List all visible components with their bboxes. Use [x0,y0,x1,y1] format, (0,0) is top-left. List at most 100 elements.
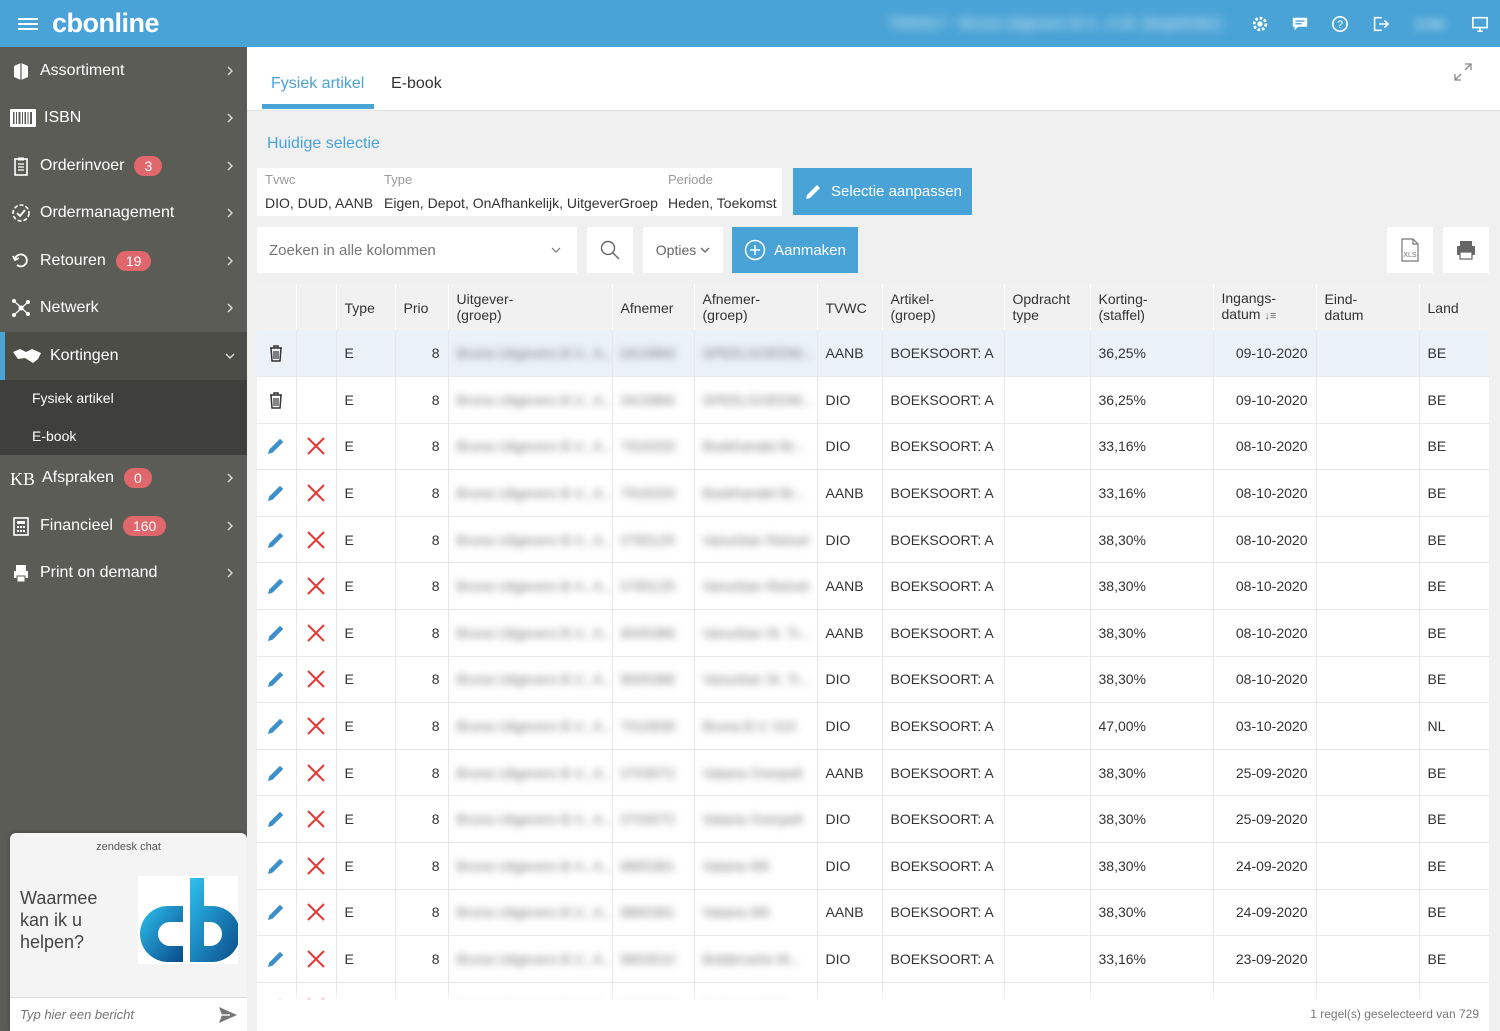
close-icon[interactable] [306,717,326,735]
table-row[interactable]: E 8 Bruna Uitgevers B.V., A... 0703072 Vatan… [257,795,1489,844]
cell-afnemer-groep-text: SPEELGOEDW... [702,391,813,408]
cell-opdracht [1004,795,1091,844]
pencil-icon[interactable] [266,624,286,641]
table-row[interactable]: E 8 Bruna Uitgevers B.V., A... 7010838 Bruna… [257,702,1489,750]
header-einddatum[interactable]: Eind- datum [1316,284,1420,330]
header-land[interactable]: Land [1419,284,1489,330]
sidebar-item-netwerk[interactable]: Netwerk [0,285,247,333]
pencil-icon[interactable] [266,717,286,735]
table-row[interactable]: E 8 Bruna Uitgevers B.V., A... 0415884 SPEEL… [257,330,1489,378]
header-tvwc[interactable]: TVWC [817,284,883,330]
cell-afnemer-text: 7916333 [620,485,676,502]
sidebar-item-kortingen[interactable]: Kortingen [0,332,247,380]
trash-icon[interactable] [266,391,286,409]
cell-type: E [336,889,396,937]
monitor-icon[interactable] [1460,0,1500,47]
pencil-icon[interactable] [266,484,286,502]
close-icon[interactable] [306,437,326,456]
close-icon[interactable] [306,810,326,828]
sidebar-item-orderinvoer[interactable]: Orderinvoer 3 [0,142,247,190]
sidebar-item-print-on-demand[interactable]: Print on demand [0,550,247,598]
cell-afnemer-groep: Vanurban St. Tr... [694,656,818,704]
pencil-icon[interactable] [266,670,286,688]
tab-e-book[interactable]: E-book [391,75,442,92]
menu-icon[interactable] [18,17,38,30]
sidebar-subitem-fysiek-artikel[interactable]: Fysiek artikel [32,390,114,407]
sort-desc-icon[interactable]: ↓≡ [1264,310,1277,322]
export-xls-button[interactable]: XLS [1387,227,1433,273]
svg-text:?: ? [1337,19,1343,31]
pencil-icon[interactable] [266,530,286,548]
table-row[interactable]: E 8 Bruna Uitgevers B.V., A... 0415884 SPEEL… [257,376,1489,424]
chat-widget[interactable]: zendesk chat Waarmee kan ik u helpen? [10,833,247,1031]
table-row[interactable]: E 8 Bruna Uitgevers B.V., A... 8005386 Vanur… [257,609,1489,657]
chat-header: zendesk chat [96,841,161,853]
sidebar-item-financieel[interactable]: Financieel 160 [0,502,247,550]
search-button[interactable] [587,227,633,273]
table-row[interactable]: E 8 Bruna Uitgevers B.V., A... 7916333 Boekh… [257,469,1489,517]
chat-message-input[interactable] [20,1007,210,1022]
pencil-icon[interactable] [266,903,286,921]
table-row[interactable]: E 8 Bruna Uitgevers B.V., A... 7916333 Boekh… [257,423,1489,471]
close-icon[interactable] [306,763,326,782]
tab-fysiek-artikel[interactable]: Fysiek artikel [271,75,365,92]
close-icon[interactable] [306,903,326,922]
header-korting[interactable]: Korting- (staffel) [1090,284,1214,330]
close-icon[interactable] [306,624,326,642]
gear-icon[interactable] [1240,0,1280,47]
options-button[interactable]: Opties [643,227,723,273]
header-uitgever[interactable]: Uitgever- (groep) [448,284,613,330]
sidebar-item-isbn[interactable]: ISBN [0,95,247,143]
close-icon[interactable] [306,484,326,502]
close-icon[interactable] [306,950,326,968]
search-input[interactable] [269,241,539,259]
header-afnemer[interactable]: Afnemer [612,284,695,330]
close-icon[interactable] [306,577,326,595]
header-afnemer-groep[interactable]: Afnemer- (groep) [694,284,818,330]
pencil-icon[interactable] [266,810,286,828]
cell-prio: 8 [395,376,449,424]
cell-tvwc: AANB [817,469,883,517]
table-row[interactable]: E 8 Bruna Uitgevers B.V., A... 8653510 Bolde… [257,935,1489,983]
table-row[interactable]: E 8 Bruna Uitgevers B.V., A... 8005386 Vanur… [257,656,1489,704]
table-row[interactable]: E 8 Bruna Uitgevers B.V., A... 0765125 Vanur… [257,516,1489,564]
close-icon[interactable] [306,530,326,549]
cell-type: E [336,376,396,424]
pencil-icon[interactable] [266,577,286,595]
chevron-down-icon[interactable] [551,245,561,255]
header-type[interactable]: Type [336,284,396,330]
sidebar-subitem-e-book[interactable]: E-book [32,427,77,444]
header-opdracht-type[interactable]: Opdracht type [1004,284,1091,330]
cell-artikel: BOEKSOORT: A [882,469,1005,517]
app-logo[interactable]: cbonline [52,8,160,38]
pencil-icon[interactable] [266,950,286,968]
print-button[interactable] [1443,227,1489,273]
sidebar-item-retouren[interactable]: Retouren 19 [0,237,247,285]
header-artikel[interactable]: Artikel- (groep) [882,284,1005,330]
chat-icon[interactable] [1280,0,1320,47]
sidebar-item-afspraken[interactable]: KB Afspraken 0 [0,455,247,503]
table-row[interactable]: E 8 Bruna Uitgevers B.V., A... 0703072 Vatan… [257,749,1489,797]
pencil-icon[interactable] [266,437,286,455]
close-icon[interactable] [306,670,326,689]
edit-selection-button[interactable]: Selectie aanpassen [793,168,972,215]
logout-icon[interactable] [1360,0,1400,47]
table-row[interactable]: E 8 Bruna Uitgevers B.V., A... 8865361 Vatan… [257,889,1489,937]
table-row[interactable]: E 8 Bruna Uitgevers B.V., A... 8865361 Vatan… [257,842,1489,890]
add-button[interactable]: Aanmaken [732,227,858,273]
trash-icon[interactable] [266,344,286,362]
send-icon[interactable] [219,1007,237,1023]
cell-prio: 8 [395,889,449,937]
close-icon[interactable] [306,857,326,875]
pencil-icon[interactable] [266,857,286,874]
table-row[interactable]: E 8 Bruna Uitgevers B.V., A... 0765125 Vanur… [257,562,1489,611]
header-ingangsdatum[interactable]: Ingangs- datum ↓≡ [1213,284,1317,330]
expand-icon[interactable] [1454,63,1472,81]
criteria-type: Type Eigen, Depot, OnAfhankelijk, Uitgev… [384,172,658,211]
sidebar-item-assortiment[interactable]: Assortiment [0,47,247,95]
header-prio[interactable]: Prio [395,284,449,330]
cell-einddatum [1316,935,1420,983]
help-icon[interactable]: ? [1320,0,1360,47]
pencil-icon[interactable] [266,763,286,781]
sidebar-item-ordermanagement[interactable]: Ordermanagement [0,190,247,238]
